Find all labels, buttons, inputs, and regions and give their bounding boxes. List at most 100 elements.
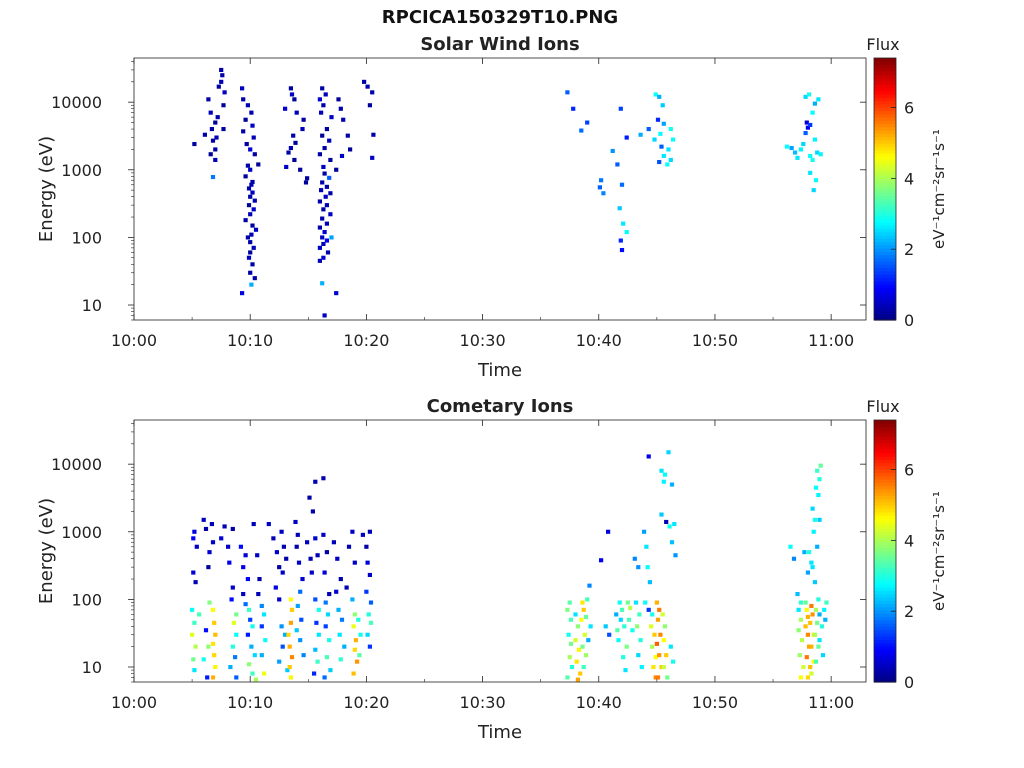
heatmap-cell xyxy=(296,560,302,565)
heatmap-cell xyxy=(624,644,629,649)
heatmap-cell xyxy=(279,624,284,629)
heatmap-cell xyxy=(192,142,197,147)
heatmap-cell xyxy=(665,675,670,680)
heatmap-cell xyxy=(370,155,375,160)
heatmap-cell xyxy=(229,597,234,602)
heatmap-cell xyxy=(221,103,226,108)
heatmap-cell xyxy=(213,157,218,162)
colorbar-segment xyxy=(874,113,896,118)
x-tick-label: 10:30 xyxy=(460,693,506,712)
heatmap-cell xyxy=(371,132,376,137)
heatmap-cell xyxy=(655,617,661,622)
colorbar-label: eV⁻¹cm⁻²sr⁻¹s⁻¹ xyxy=(930,491,948,611)
heatmap-cell xyxy=(210,175,216,180)
heatmap-cell xyxy=(669,540,675,545)
heatmap-cell xyxy=(624,230,629,235)
heatmap-cell xyxy=(803,624,808,629)
heatmap-cell xyxy=(575,624,580,629)
heatmap-cell xyxy=(243,553,248,558)
colorbar-segment xyxy=(874,662,896,667)
heatmap-cell xyxy=(581,607,586,612)
heatmap-cell xyxy=(615,162,620,167)
colorbar-segment xyxy=(874,90,896,95)
heatmap-cell xyxy=(292,97,297,102)
heatmap-cell xyxy=(206,565,211,570)
heatmap-cell xyxy=(259,603,264,608)
heatmap-cell xyxy=(324,127,329,132)
heatmap-cell xyxy=(298,638,303,643)
heatmap-cell xyxy=(810,506,815,511)
heatmap-cell xyxy=(651,665,656,670)
heatmap-cell xyxy=(295,532,300,537)
heatmap-cell xyxy=(222,524,227,529)
heatmap-cell xyxy=(191,536,196,541)
colorbar-segment xyxy=(874,110,896,115)
heatmap-cell xyxy=(800,638,805,643)
heatmap-cell xyxy=(316,607,321,612)
heatmap-cell xyxy=(668,157,673,162)
heatmap-cell xyxy=(801,142,806,147)
heatmap-cell xyxy=(811,529,816,534)
colorbar-segment xyxy=(874,159,896,164)
colorbar-segment xyxy=(874,567,896,572)
heatmap-cell xyxy=(818,152,823,157)
x-tick-label: 10:50 xyxy=(692,693,738,712)
heatmap-cell xyxy=(245,163,250,168)
heatmap-cell xyxy=(230,644,235,649)
heatmap-cell xyxy=(618,617,623,622)
heatmap-cell xyxy=(241,565,246,570)
heatmap-cell xyxy=(645,565,650,570)
colorbar-segment xyxy=(874,462,896,467)
heatmap-cell xyxy=(251,522,256,527)
colorbar-segment xyxy=(874,456,896,460)
heatmap-cell xyxy=(662,624,668,629)
colorbar-segment xyxy=(874,560,896,565)
colorbar-segment xyxy=(874,283,896,288)
heatmap-cell xyxy=(667,524,672,529)
colorbar-segment xyxy=(874,306,896,311)
heatmap-cell xyxy=(672,522,677,527)
heatmap-cell xyxy=(348,147,353,152)
heatmap-cell xyxy=(328,191,333,196)
heatmap-cell xyxy=(233,655,238,660)
heatmap-cell xyxy=(586,638,591,643)
heatmap-cell xyxy=(805,632,810,637)
heatmap-cell xyxy=(809,560,814,565)
colorbar-segment xyxy=(874,541,896,546)
heatmap-cell xyxy=(252,276,257,281)
colorbar-segment xyxy=(874,485,896,490)
heatmap-cell xyxy=(206,644,211,649)
heatmap-cell xyxy=(599,558,604,563)
colorbar-segment xyxy=(874,221,896,226)
colorbar-segment xyxy=(874,280,896,285)
heatmap-cell xyxy=(307,495,312,500)
colorbar-segment xyxy=(874,120,896,125)
heatmap-cell xyxy=(191,657,196,662)
x-tick-label: 10:40 xyxy=(576,693,622,712)
heatmap-cell xyxy=(248,194,253,199)
heatmap-cell xyxy=(294,544,299,549)
heatmap-cell xyxy=(638,638,643,643)
colorbar-segment xyxy=(874,244,896,249)
colorbar-segment xyxy=(874,100,896,105)
colorbar-segment xyxy=(874,557,896,562)
heatmap-cell xyxy=(367,103,372,108)
heatmap-cell xyxy=(243,117,248,122)
colorbar-segment xyxy=(874,139,896,144)
heatmap-cell xyxy=(325,250,331,255)
heatmap-cell xyxy=(813,659,819,664)
heatmap-cell xyxy=(253,227,259,232)
colorbar-segment xyxy=(874,257,896,262)
heatmap-cell xyxy=(603,624,608,629)
colorbar-segment xyxy=(874,554,896,559)
heatmap-cell xyxy=(654,600,659,605)
heatmap-cell xyxy=(190,607,195,612)
heatmap-cell xyxy=(317,152,322,157)
heatmap-cell xyxy=(249,644,254,649)
heatmap-cell xyxy=(351,624,356,629)
colorbar-segment xyxy=(874,668,896,673)
heatmap-cell xyxy=(367,529,372,534)
heatmap-cell xyxy=(652,632,657,637)
colorbar-segment xyxy=(874,136,896,141)
heatmap-cell xyxy=(202,132,207,137)
